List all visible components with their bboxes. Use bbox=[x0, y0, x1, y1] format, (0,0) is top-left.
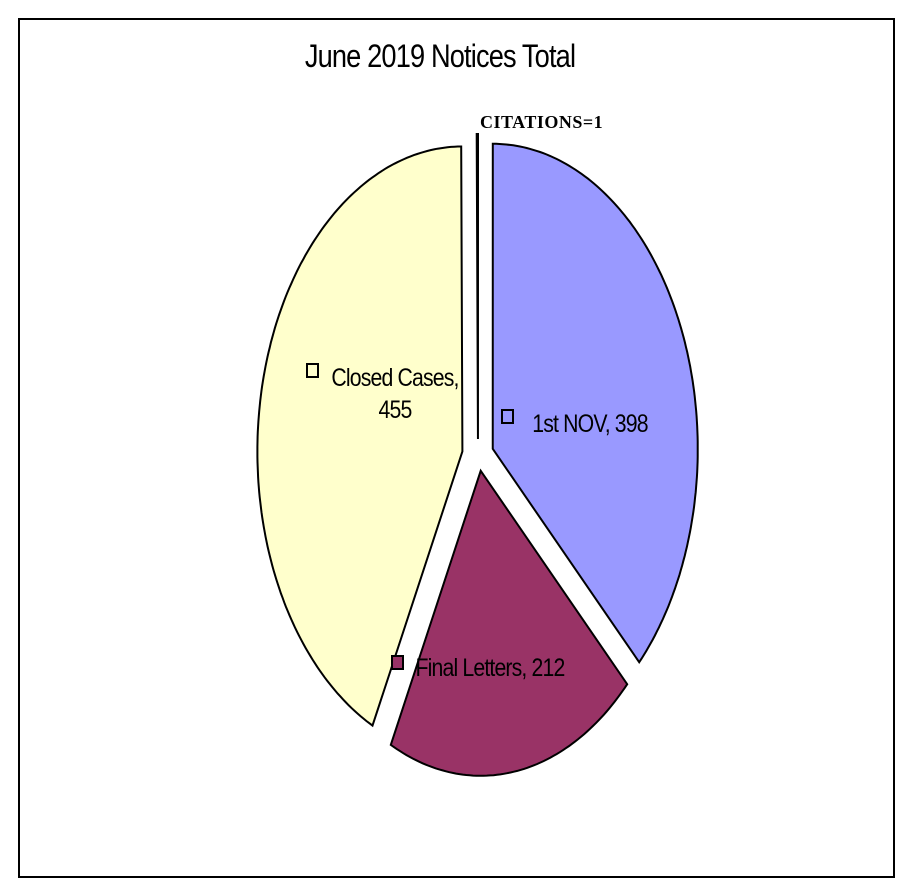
data-label: 1st NOV, 398 bbox=[532, 410, 648, 438]
pie-slice bbox=[256, 145, 464, 728]
label-key bbox=[306, 363, 319, 378]
chart-title: June 2019 Notices Total bbox=[304, 38, 576, 74]
label-key bbox=[391, 655, 404, 670]
data-label: Closed Cases, 455 bbox=[331, 364, 459, 424]
label-key bbox=[501, 409, 514, 424]
data-label: Final Letters, 212 bbox=[415, 654, 566, 682]
pie-slice bbox=[491, 142, 699, 664]
data-label: CITATIONS=1 bbox=[480, 112, 604, 132]
pie-slice bbox=[389, 468, 629, 777]
pie-slice bbox=[475, 133, 480, 440]
